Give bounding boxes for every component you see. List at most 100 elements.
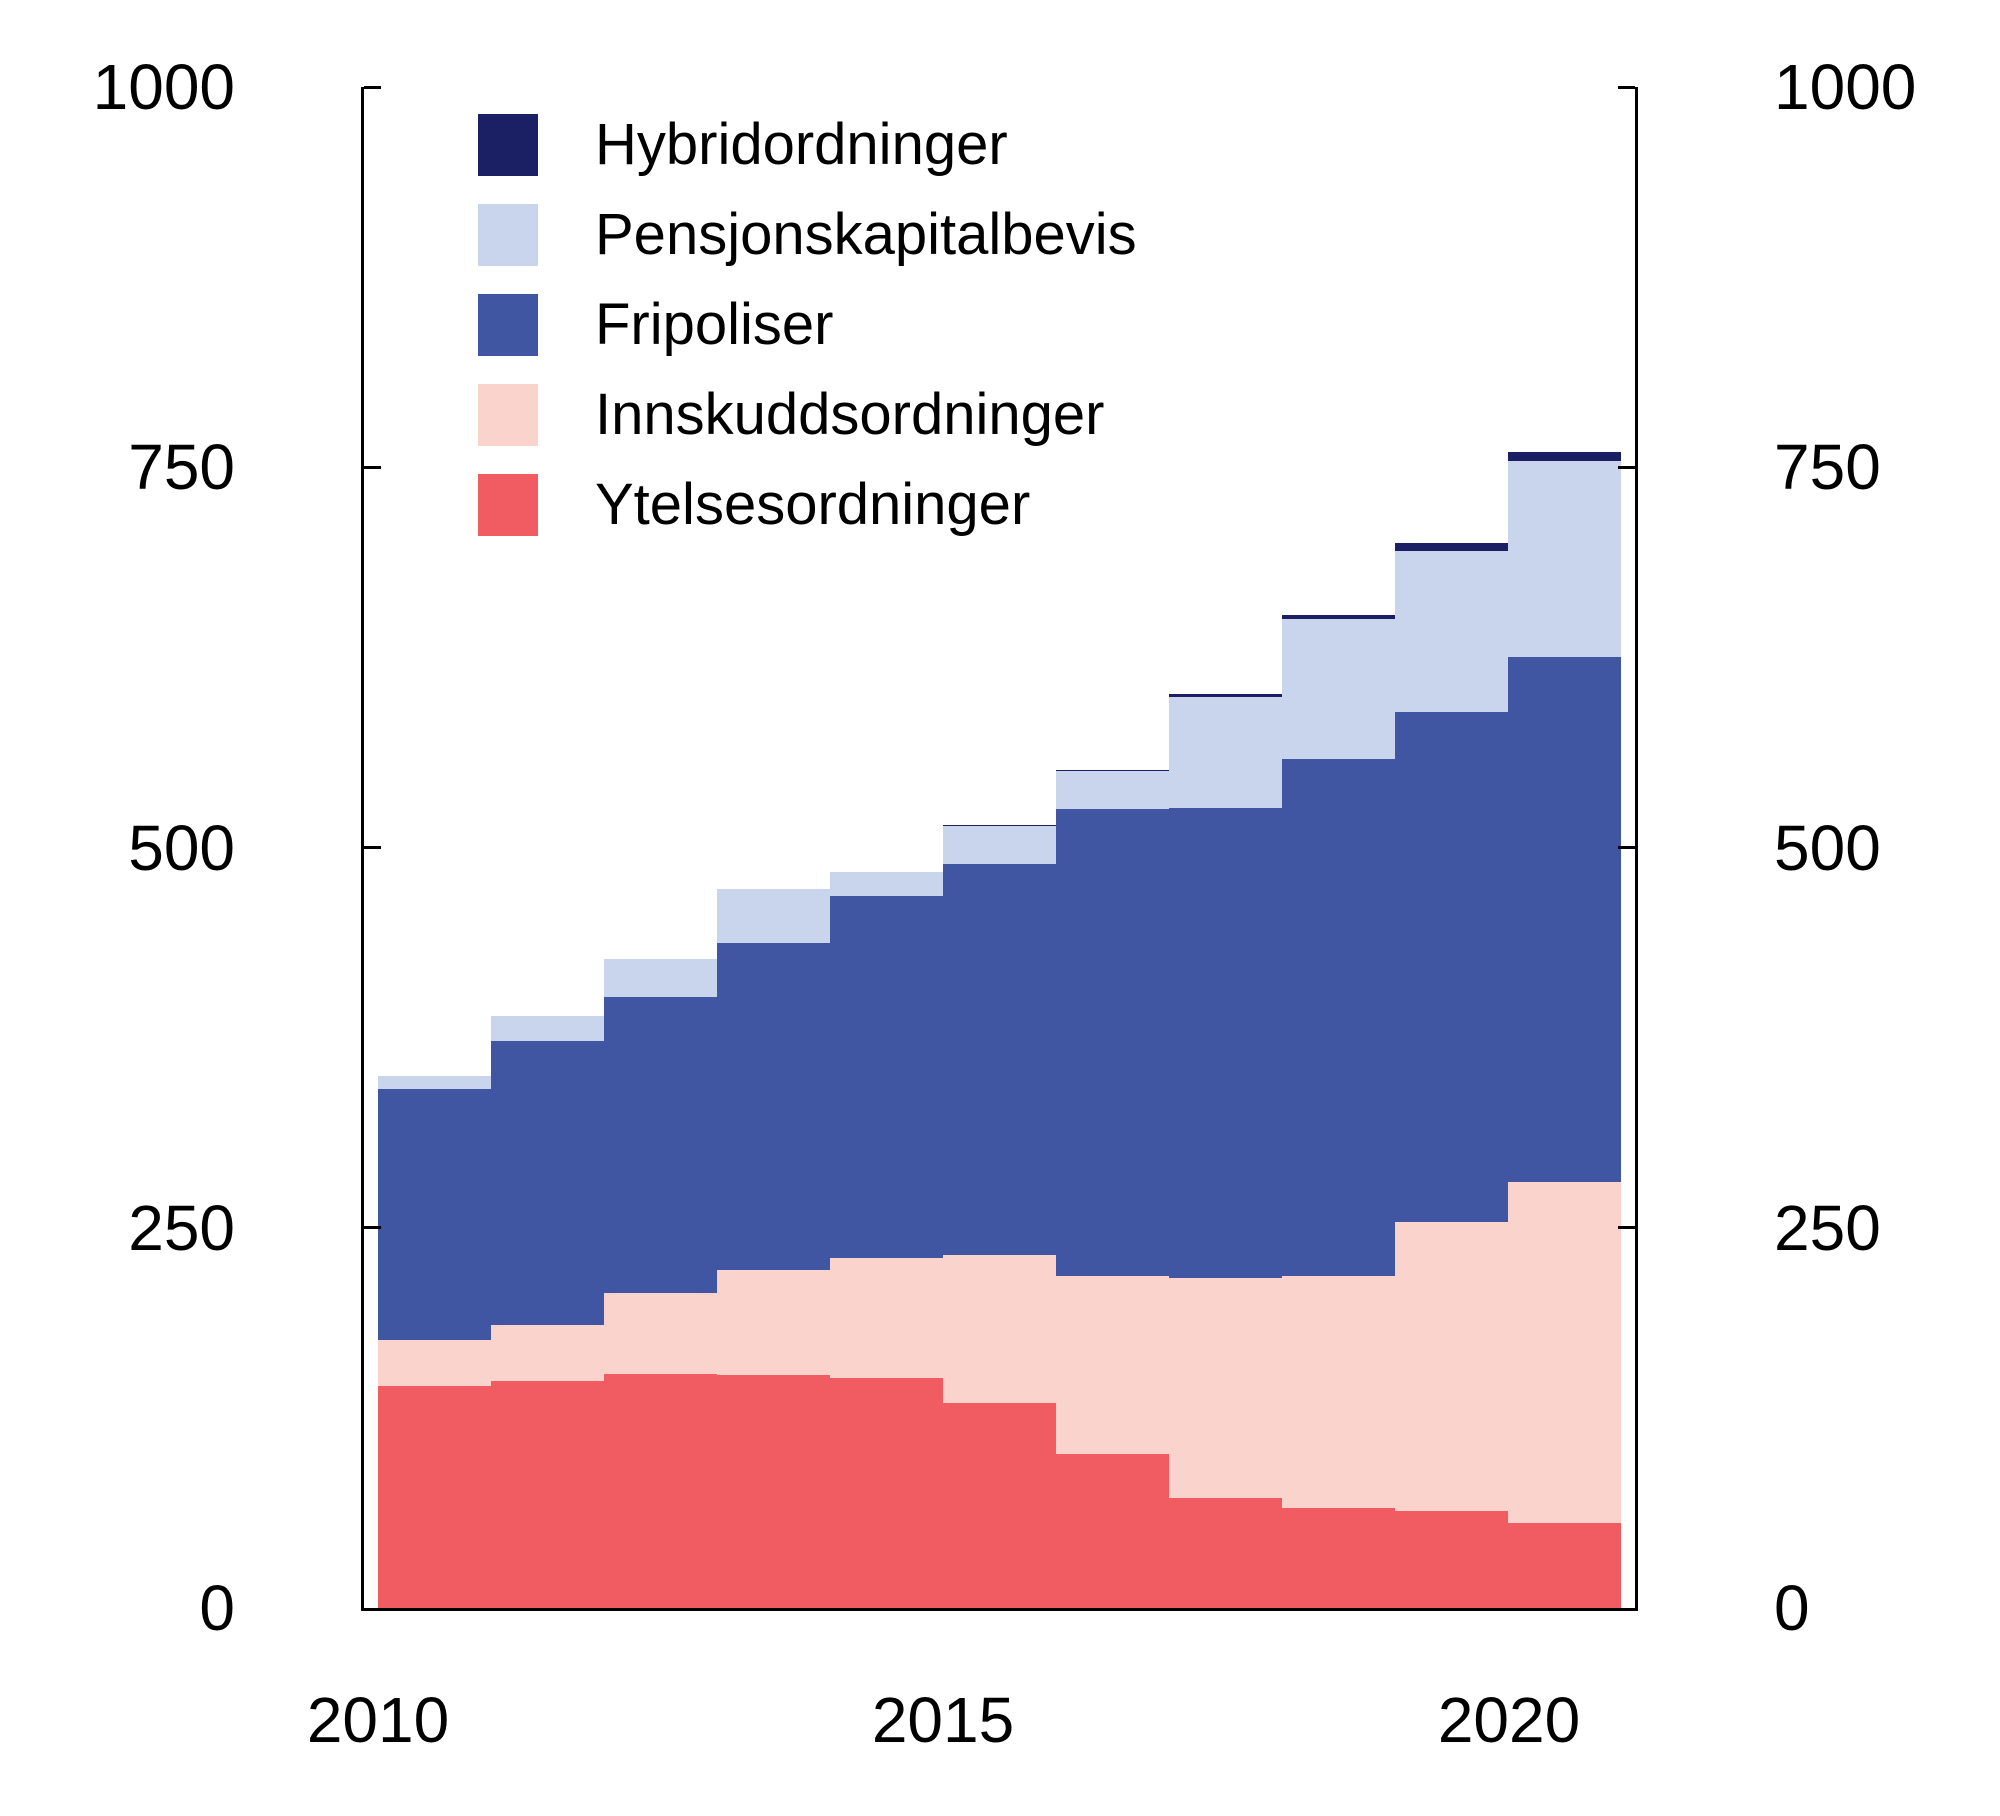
- legend-item-fripoliser: Fripoliser: [478, 294, 1137, 356]
- bar-segment-2011-pensjonskapitalbevis: [491, 1016, 604, 1041]
- y-tick-label-left-250: 250: [128, 1192, 235, 1264]
- bar-segment-2017-pensjonskapitalbevis: [1169, 697, 1282, 808]
- y-tick-mark-left-1000: [364, 86, 381, 89]
- bar-segment-2012-fripoliser: [604, 997, 717, 1293]
- legend-item-hybridordninger: Hybridordninger: [478, 114, 1137, 176]
- legend-item-pensjonskapitalbevis: Pensjonskapitalbevis: [478, 204, 1137, 266]
- y-axis-right-spine: [1635, 87, 1638, 1608]
- bar-segment-2017-fripoliser: [1169, 808, 1282, 1278]
- y-tick-label-right-1000: 1000: [1774, 51, 1917, 123]
- y-tick-mark-left-250: [364, 1226, 381, 1229]
- bar-2016: [1056, 87, 1169, 1608]
- bar-segment-2020-ytelsesordninger: [1508, 1523, 1621, 1608]
- legend-item-innskuddsordninger: Innskuddsordninger: [478, 384, 1137, 446]
- bar-segment-2013-pensjonskapitalbevis: [717, 889, 830, 943]
- bar-segment-2016-ytelsesordninger: [1056, 1454, 1169, 1608]
- bar-segment-2011-fripoliser: [491, 1041, 604, 1325]
- bar-segment-2013-fripoliser: [717, 943, 830, 1270]
- x-tick-label-2010: 2010: [306, 1684, 450, 1756]
- y-tick-label-left-750: 750: [128, 431, 235, 503]
- bar-segment-2018-pensjonskapitalbevis: [1282, 619, 1395, 759]
- legend-label-hybridordninger: Hybridordninger: [595, 112, 1008, 177]
- bar-segment-2017-ytelsesordninger: [1169, 1498, 1282, 1608]
- bar-2013: [717, 87, 830, 1608]
- bar-segment-2019-innskuddsordninger: [1395, 1222, 1508, 1511]
- bar-segment-2019-ytelsesordninger: [1395, 1511, 1508, 1608]
- legend-swatch-pensjonskapitalbevis: [478, 204, 538, 266]
- bar-segment-2012-ytelsesordninger: [604, 1374, 717, 1608]
- y-tick-mark-right-1000: [1618, 86, 1635, 89]
- bar-segment-2019-hybridordninger: [1395, 543, 1508, 551]
- bar-segment-2012-innskuddsordninger: [604, 1293, 717, 1374]
- bar-segment-2010-pensjonskapitalbevis: [378, 1076, 491, 1089]
- y-tick-label-left-1000: 1000: [92, 51, 235, 123]
- legend-swatch-innskuddsordninger: [478, 384, 538, 446]
- legend-label-fripoliser: Fripoliser: [595, 292, 834, 357]
- bar-segment-2019-pensjonskapitalbevis: [1395, 551, 1508, 712]
- bar-segment-2011-innskuddsordninger: [491, 1325, 604, 1381]
- bar-2010: [378, 87, 491, 1608]
- x-tick-label-2015: 2015: [871, 1684, 1015, 1756]
- y-tick-label-right-250: 250: [1774, 1192, 1881, 1264]
- y-tick-mark-right-750: [1618, 466, 1635, 469]
- legend-swatch-fripoliser: [478, 294, 538, 356]
- y-tick-label-right-500: 500: [1774, 812, 1881, 884]
- bar-segment-2018-ytelsesordninger: [1282, 1508, 1395, 1608]
- legend-label-innskuddsordninger: Innskuddsordninger: [595, 382, 1105, 447]
- bar-segment-2012-pensjonskapitalbevis: [604, 959, 717, 997]
- bar-2012: [604, 87, 717, 1608]
- bar-segment-2015-ytelsesordninger: [943, 1403, 1056, 1608]
- bar-segment-2014-fripoliser: [830, 896, 943, 1258]
- bar-segment-2018-fripoliser: [1282, 759, 1395, 1276]
- y-axis-left-spine: [361, 87, 364, 1608]
- bar-2017: [1169, 87, 1282, 1608]
- bar-segment-2010-innskuddsordninger: [378, 1340, 491, 1386]
- bar-segment-2013-innskuddsordninger: [717, 1270, 830, 1375]
- bars-container: [363, 87, 1636, 1608]
- bar-segment-2014-pensjonskapitalbevis: [830, 872, 943, 896]
- y-tick-mark-left-750: [364, 466, 381, 469]
- bar-segment-2015-innskuddsordninger: [943, 1255, 1056, 1403]
- legend-swatch-hybridordninger: [478, 114, 538, 176]
- bar-segment-2013-ytelsesordninger: [717, 1375, 830, 1608]
- bar-segment-2018-innskuddsordninger: [1282, 1276, 1395, 1508]
- y-tick-label-left-0: 0: [199, 1572, 235, 1644]
- bar-segment-2019-fripoliser: [1395, 712, 1508, 1222]
- bar-segment-2020-hybridordninger: [1508, 452, 1621, 461]
- bar-segment-2011-ytelsesordninger: [491, 1381, 604, 1608]
- legend-item-ytelsesordninger: Ytelsesordninger: [478, 474, 1137, 536]
- bar-segment-2015-fripoliser: [943, 864, 1056, 1255]
- bar-2020: [1508, 87, 1621, 1608]
- bar-segment-2010-ytelsesordninger: [378, 1386, 491, 1608]
- bar-2014: [830, 87, 943, 1608]
- y-tick-label-right-750: 750: [1774, 431, 1881, 503]
- bar-2019: [1395, 87, 1508, 1608]
- x-axis-spine: [361, 1608, 1638, 1611]
- y-tick-label-right-0: 0: [1774, 1572, 1810, 1644]
- y-tick-mark-left-500: [364, 846, 381, 849]
- bar-2015: [943, 87, 1056, 1608]
- legend-label-ytelsesordninger: Ytelsesordninger: [595, 472, 1031, 537]
- bar-segment-2018-hybridordninger: [1282, 615, 1395, 619]
- bar-segment-2016-fripoliser: [1056, 809, 1169, 1276]
- bar-segment-2016-hybridordninger: [1056, 770, 1169, 771]
- bar-segment-2014-innskuddsordninger: [830, 1258, 943, 1378]
- legend-swatch-ytelsesordninger: [478, 474, 538, 536]
- bar-segment-2015-hybridordninger: [943, 825, 1056, 826]
- y-tick-mark-right-250: [1618, 1226, 1635, 1229]
- plot-area: [361, 86, 1638, 1611]
- bar-segment-2016-pensjonskapitalbevis: [1056, 771, 1169, 809]
- x-tick-label-2020: 2020: [1437, 1684, 1581, 1756]
- bar-segment-2020-innskuddsordninger: [1508, 1182, 1621, 1523]
- bar-segment-2017-hybridordninger: [1169, 694, 1282, 697]
- bar-2011: [491, 87, 604, 1608]
- legend: Hybridordninger Pensjonskapitalbevis Fri…: [478, 114, 1137, 564]
- y-tick-label-left-500: 500: [128, 812, 235, 884]
- bar-segment-2016-innskuddsordninger: [1056, 1276, 1169, 1454]
- bar-segment-2017-innskuddsordninger: [1169, 1278, 1282, 1498]
- bar-segment-2010-fripoliser: [378, 1089, 491, 1340]
- bar-segment-2020-fripoliser: [1508, 657, 1621, 1182]
- bar-segment-2015-pensjonskapitalbevis: [943, 826, 1056, 864]
- bar-2018: [1282, 87, 1395, 1608]
